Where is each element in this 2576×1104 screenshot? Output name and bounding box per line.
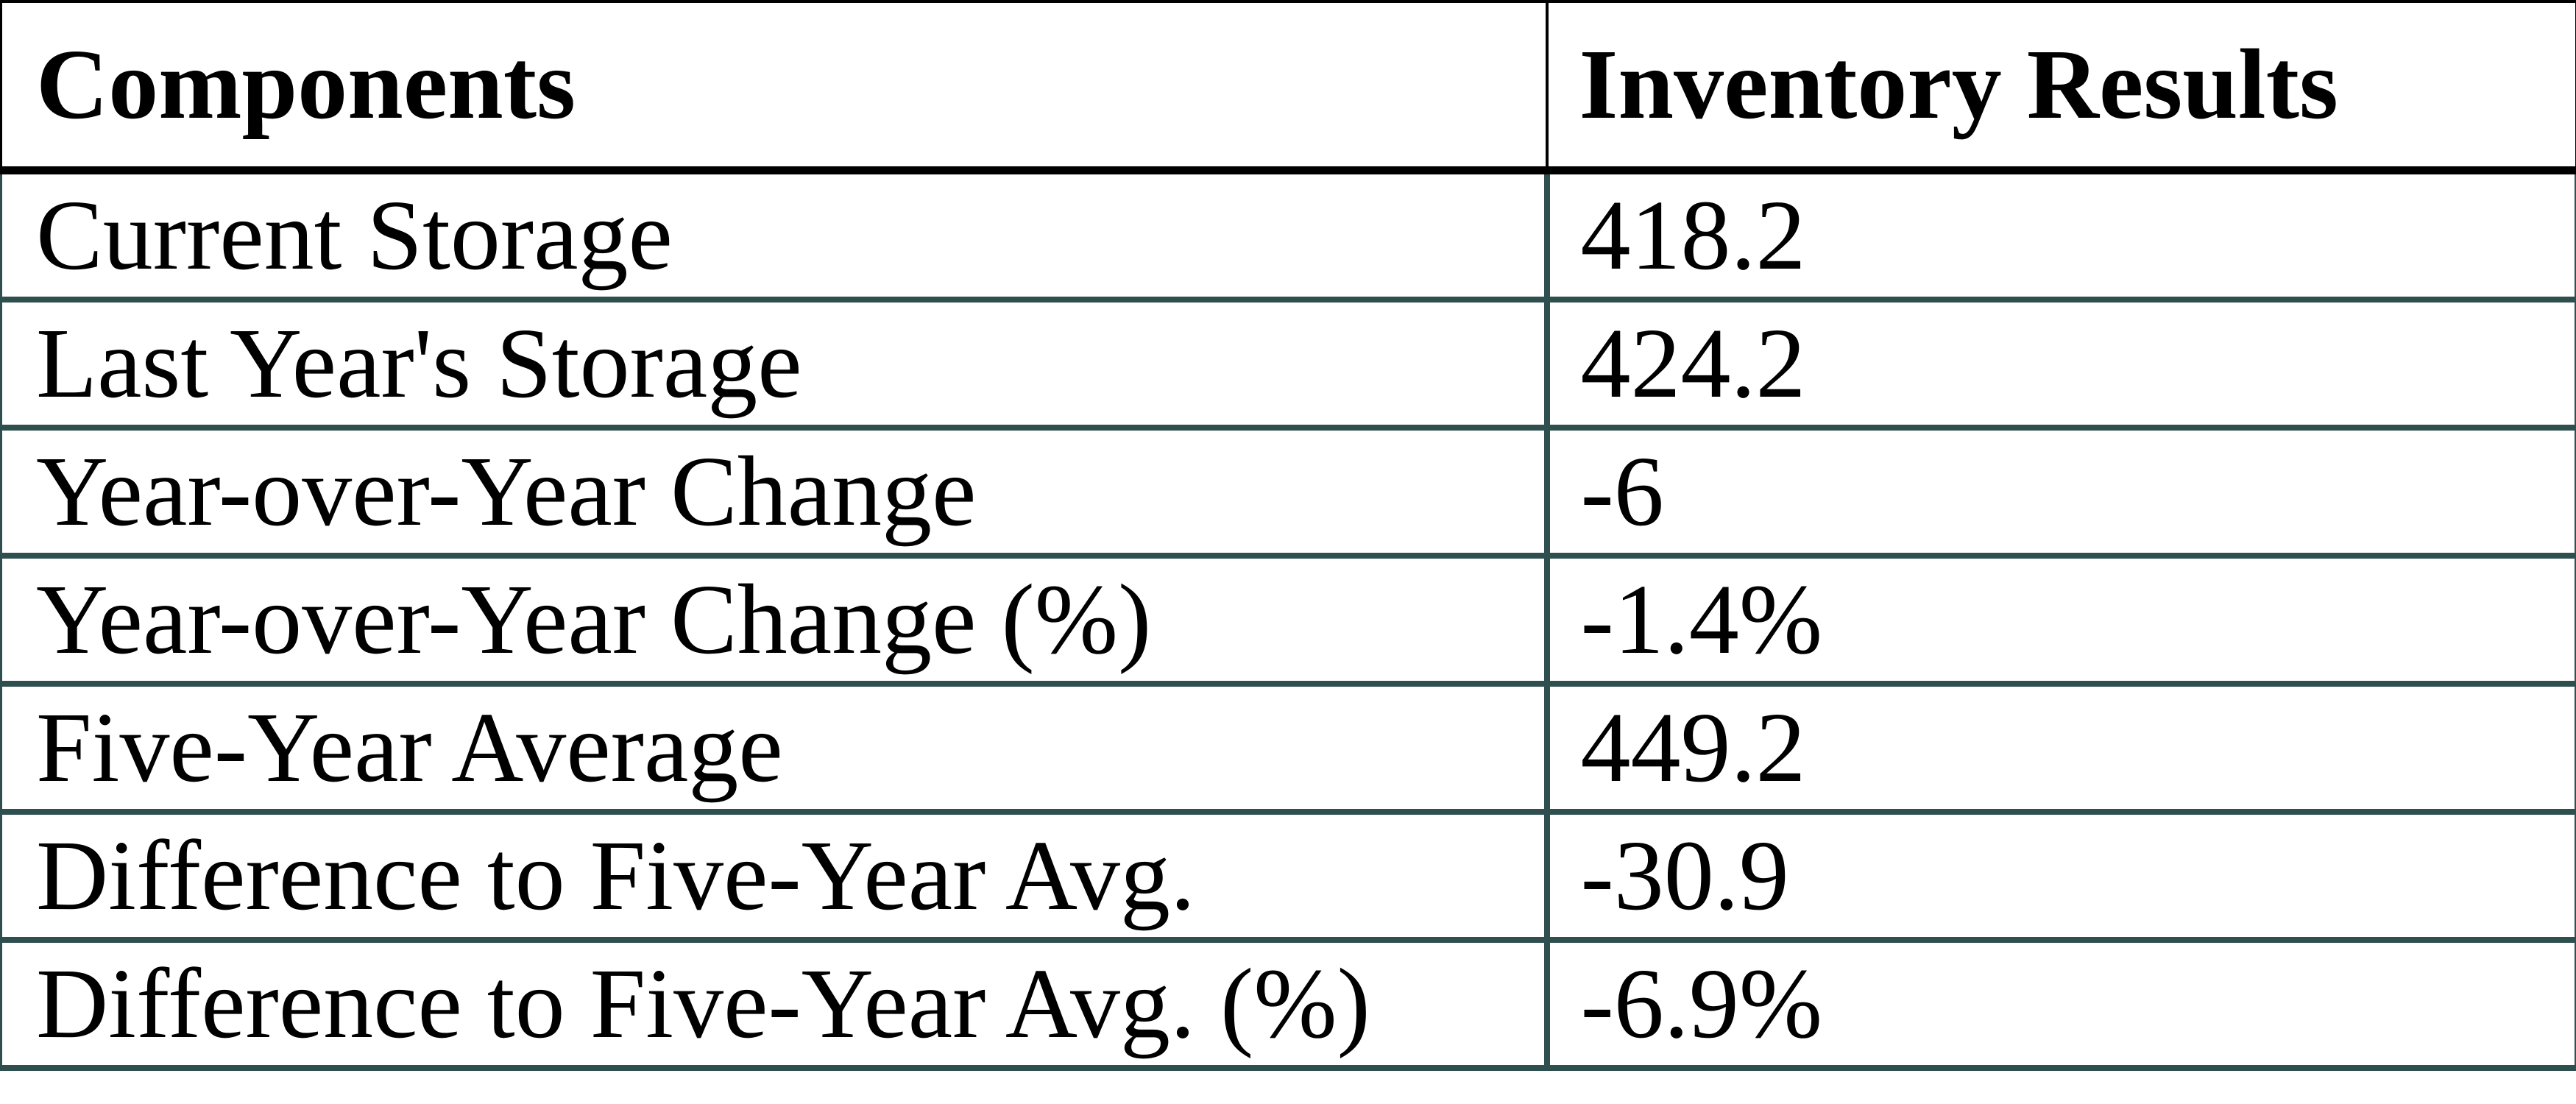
table-row: Difference to Five-Year Avg. (%) -6.9% [0,940,2576,1071]
table-row: Year-over-Year Change (%) -1.4% [0,556,2576,687]
table-row: Current Storage 418.2 [0,170,2576,302]
column-header-inventory-results: Inventory Results [1546,0,2576,174]
row-label-diff-five-year-avg-pct: Difference to Five-Year Avg. (%) [0,940,1550,1071]
row-label-yoy-change: Year-over-Year Change [0,428,1550,559]
row-value-current-storage: 418.2 [1546,170,2576,302]
row-label-yoy-change-pct: Year-over-Year Change (%) [0,556,1550,687]
row-value-diff-five-year-avg: -30.9 [1546,812,2576,943]
table-row: Year-over-Year Change -6 [0,428,2576,559]
row-value-yoy-change-pct: -1.4% [1546,556,2576,687]
table-row: Five-Year Average 449.2 [0,684,2576,815]
inventory-results-table: Components Inventory Results Current Sto… [0,0,2576,1071]
row-label-diff-five-year-avg: Difference to Five-Year Avg. [0,812,1550,943]
row-label-current-storage: Current Storage [0,170,1550,302]
row-value-five-year-average: 449.2 [1546,684,2576,815]
column-header-components: Components [0,0,1549,174]
row-value-last-years-storage: 424.2 [1546,300,2576,431]
row-value-yoy-change: -6 [1546,428,2576,559]
header-row: Components Inventory Results [0,0,2576,174]
row-label-last-years-storage: Last Year's Storage [0,300,1550,431]
row-value-diff-five-year-avg-pct: -6.9% [1546,940,2576,1071]
table-row: Last Year's Storage 424.2 [0,300,2576,431]
table-row: Difference to Five-Year Avg. -30.9 [0,812,2576,943]
row-label-five-year-average: Five-Year Average [0,684,1550,815]
